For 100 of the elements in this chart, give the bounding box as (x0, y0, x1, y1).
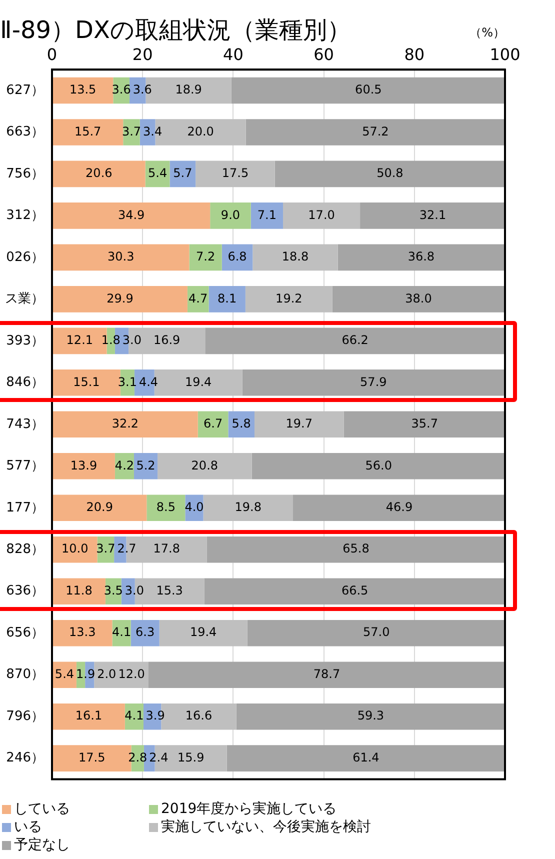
bar (205, 328, 505, 354)
x-tick-label: 20 (132, 45, 153, 64)
data-label: 3.0 (124, 583, 144, 598)
y-tick-label: 636） (6, 584, 44, 599)
bar (210, 202, 251, 229)
x-tick-label: 60 (314, 45, 334, 64)
data-label: 6.3 (136, 625, 155, 640)
data-label: 3.7 (122, 124, 142, 138)
data-label: 17.5 (222, 166, 249, 180)
bar (52, 286, 188, 312)
y-tick-label: 846） (6, 375, 44, 390)
data-label: 2.0 (97, 666, 116, 681)
data-label: 19.4 (190, 625, 217, 640)
bar (247, 620, 505, 646)
bar (292, 494, 505, 522)
bar (146, 494, 186, 522)
bar (250, 202, 284, 229)
bar (360, 202, 505, 229)
y-tick-label: 870） (6, 667, 44, 682)
data-label: 20.6 (86, 166, 112, 180)
bar (332, 286, 505, 312)
data-label: 4.2 (114, 458, 134, 472)
data-label: 11.8 (66, 583, 92, 598)
data-label: 6.7 (203, 416, 223, 431)
y-tick-label: 246） (6, 750, 44, 766)
bar (274, 160, 505, 188)
bar (226, 745, 505, 772)
data-label: 15.3 (156, 583, 183, 598)
data-label: 15.9 (177, 750, 204, 764)
data-label: 4.7 (188, 291, 208, 306)
data-label: 3.9 (146, 708, 165, 723)
data-label: 60.5 (355, 82, 382, 97)
data-label: 20.8 (191, 458, 218, 472)
bar (254, 411, 344, 438)
data-label: 35.7 (411, 416, 438, 431)
bar (231, 77, 505, 104)
bar (252, 452, 505, 480)
data-label: 46.9 (386, 500, 413, 514)
data-label: 20.9 (86, 500, 113, 514)
data-label: 19.8 (234, 500, 262, 514)
data-label: 50.8 (376, 166, 404, 180)
x-tick-label: 100 (490, 45, 520, 64)
y-tick-label: 577） (6, 458, 44, 474)
data-label: 10.0 (62, 542, 88, 556)
data-label: 17.8 (153, 542, 180, 556)
data-label: 2.7 (117, 542, 136, 556)
bar (246, 119, 505, 146)
chart-title: Ⅱ-89）DXの取組状況（業種別） (0, 15, 351, 46)
y-tick-label: 663） (6, 124, 44, 140)
data-label: 57.9 (360, 374, 387, 389)
data-label: 4.0 (184, 500, 204, 514)
legend-label: 2019年度から実施している (161, 800, 337, 818)
data-label: 2.8 (128, 750, 148, 764)
data-label: 5.2 (136, 458, 156, 472)
data-label: 59.3 (357, 708, 384, 723)
data-label: 4.1 (112, 625, 132, 640)
bar (52, 494, 147, 522)
bar (52, 452, 115, 480)
data-label: 3.5 (104, 583, 123, 598)
data-label: 15.1 (73, 374, 100, 389)
data-label: 13.3 (69, 625, 96, 640)
bar (196, 160, 275, 188)
data-label: 3.6 (132, 82, 152, 97)
data-label: 5.4 (54, 666, 74, 681)
data-label: 3.7 (96, 542, 116, 556)
bar (159, 620, 248, 646)
data-label: 16.9 (153, 333, 180, 348)
data-label: 38.0 (405, 291, 432, 306)
data-label: 17.0 (308, 208, 335, 222)
data-label: 9.0 (220, 208, 240, 222)
x-tick-label: 40 (223, 45, 244, 64)
x-axis-title: （%） (470, 25, 505, 40)
y-tick-label: 627） (6, 82, 44, 98)
bar (206, 536, 505, 563)
y-tick-label: 756） (6, 166, 44, 182)
data-label: 19.2 (276, 291, 302, 306)
y-tick-label: 743） (6, 416, 44, 432)
y-tick-label: 656） (6, 625, 44, 640)
bar (52, 536, 98, 563)
bar (344, 411, 505, 438)
y-tick-label: ス業） (5, 292, 44, 307)
y-tick-label: 796） (6, 708, 44, 724)
data-label: 66.2 (342, 333, 368, 348)
data-label: 66.5 (341, 583, 368, 598)
bar (338, 244, 505, 271)
bar (52, 202, 210, 229)
y-tick-label: 312） (6, 208, 44, 224)
data-label: 20.0 (187, 124, 214, 138)
bar (94, 662, 148, 688)
bar (134, 452, 158, 480)
bar (52, 620, 112, 646)
bar (187, 286, 209, 312)
data-label: 5.8 (232, 416, 251, 431)
data-label: 65.8 (342, 542, 370, 556)
data-label: 36.8 (408, 250, 435, 264)
data-label: 57.0 (362, 625, 390, 640)
data-label: 13.9 (70, 458, 98, 472)
data-label: 7.1 (257, 208, 276, 222)
bar (52, 119, 124, 146)
data-label: 5.4 (148, 166, 168, 180)
